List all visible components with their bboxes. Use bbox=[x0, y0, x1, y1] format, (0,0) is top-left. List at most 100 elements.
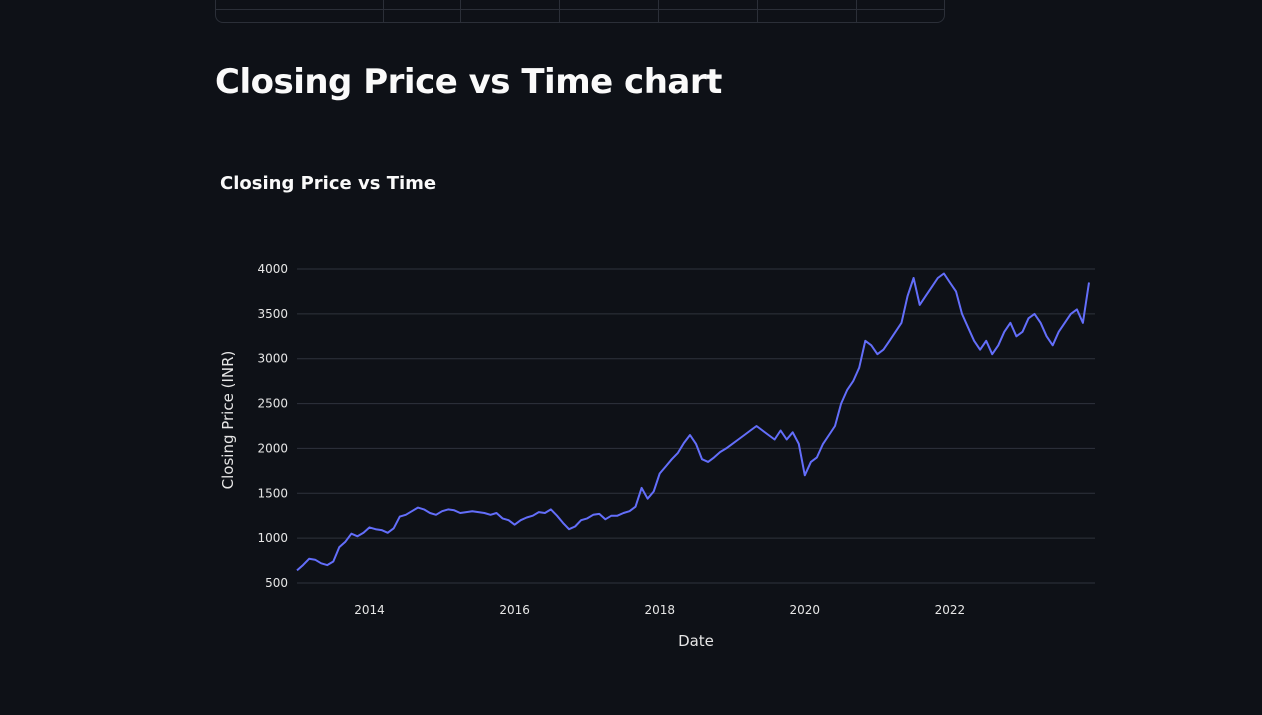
data-point[interactable] bbox=[640, 486, 644, 490]
data-point[interactable] bbox=[313, 558, 317, 562]
data-point[interactable] bbox=[984, 339, 988, 343]
data-point[interactable] bbox=[615, 514, 619, 518]
data-point[interactable] bbox=[531, 514, 535, 518]
data-point[interactable] bbox=[374, 527, 378, 531]
data-point[interactable] bbox=[918, 303, 922, 307]
data-point[interactable] bbox=[634, 505, 638, 509]
data-point[interactable] bbox=[368, 525, 372, 529]
data-point[interactable] bbox=[821, 442, 825, 446]
data-point[interactable] bbox=[724, 446, 728, 450]
data-point[interactable] bbox=[767, 433, 771, 437]
data-point[interactable] bbox=[900, 321, 904, 325]
data-point[interactable] bbox=[597, 512, 601, 516]
data-point[interactable] bbox=[301, 563, 305, 567]
data-point[interactable] bbox=[337, 545, 341, 549]
data-point[interactable] bbox=[440, 509, 444, 513]
data-point[interactable] bbox=[398, 515, 402, 519]
data-point[interactable] bbox=[446, 507, 450, 511]
data-point[interactable] bbox=[543, 511, 547, 515]
data-point[interactable] bbox=[742, 433, 746, 437]
data-point[interactable] bbox=[881, 348, 885, 352]
data-point[interactable] bbox=[936, 276, 940, 280]
data-point[interactable] bbox=[555, 514, 559, 518]
series-group[interactable] bbox=[295, 272, 1091, 573]
data-point[interactable] bbox=[930, 285, 934, 289]
data-point[interactable] bbox=[791, 430, 795, 434]
data-point[interactable] bbox=[1045, 334, 1049, 338]
data-point[interactable] bbox=[803, 473, 807, 477]
data-point[interactable] bbox=[1039, 321, 1043, 325]
data-point[interactable] bbox=[779, 429, 783, 433]
data-point[interactable] bbox=[773, 438, 777, 442]
data-point[interactable] bbox=[1014, 334, 1018, 338]
data-point[interactable] bbox=[839, 402, 843, 406]
data-point[interactable] bbox=[349, 532, 353, 536]
data-point[interactable] bbox=[748, 429, 752, 433]
data-point[interactable] bbox=[362, 531, 366, 535]
data-point[interactable] bbox=[948, 281, 952, 285]
data-point[interactable] bbox=[561, 521, 565, 525]
data-point[interactable] bbox=[501, 516, 505, 520]
data-point[interactable] bbox=[489, 513, 493, 517]
data-point[interactable] bbox=[676, 451, 680, 455]
data-point[interactable] bbox=[785, 438, 789, 442]
data-point[interactable] bbox=[996, 343, 1000, 347]
data-point[interactable] bbox=[712, 455, 716, 459]
data-point[interactable] bbox=[470, 509, 474, 513]
data-point[interactable] bbox=[519, 518, 523, 522]
data-point[interactable] bbox=[319, 561, 323, 565]
data-point[interactable] bbox=[694, 442, 698, 446]
data-point[interactable] bbox=[809, 460, 813, 464]
closing-price-line[interactable] bbox=[296, 272, 1090, 572]
data-point[interactable] bbox=[978, 348, 982, 352]
data-point[interactable] bbox=[652, 490, 656, 494]
data-point[interactable] bbox=[688, 433, 692, 437]
data-point[interactable] bbox=[990, 352, 994, 356]
data-point[interactable] bbox=[295, 568, 299, 572]
data-point[interactable] bbox=[1069, 312, 1073, 316]
data-point[interactable] bbox=[464, 510, 468, 514]
data-point[interactable] bbox=[603, 517, 607, 521]
data-point[interactable] bbox=[567, 527, 571, 531]
data-point[interactable] bbox=[609, 514, 613, 518]
data-point[interactable] bbox=[416, 506, 420, 510]
data-point[interactable] bbox=[573, 525, 577, 529]
data-point[interactable] bbox=[1087, 281, 1091, 285]
data-point[interactable] bbox=[1081, 321, 1085, 325]
data-point[interactable] bbox=[851, 379, 855, 383]
data-point[interactable] bbox=[797, 442, 801, 446]
data-point[interactable] bbox=[658, 472, 662, 476]
data-point[interactable] bbox=[815, 455, 819, 459]
data-point[interactable] bbox=[954, 289, 958, 293]
data-point[interactable] bbox=[894, 330, 898, 334]
data-point[interactable] bbox=[755, 424, 759, 428]
data-point[interactable] bbox=[718, 450, 722, 454]
data-point[interactable] bbox=[912, 276, 916, 280]
data-point[interactable] bbox=[700, 457, 704, 461]
data-point[interactable] bbox=[972, 339, 976, 343]
data-point[interactable] bbox=[906, 294, 910, 298]
data-point[interactable] bbox=[706, 460, 710, 464]
data-point[interactable] bbox=[307, 557, 311, 561]
data-point[interactable] bbox=[857, 366, 861, 370]
data-point[interactable] bbox=[942, 272, 946, 276]
data-point[interactable] bbox=[1033, 312, 1037, 316]
data-point[interactable] bbox=[1057, 330, 1061, 334]
data-point[interactable] bbox=[1008, 321, 1012, 325]
data-point[interactable] bbox=[1075, 307, 1079, 311]
data-point[interactable] bbox=[827, 433, 831, 437]
data-point[interactable] bbox=[761, 429, 765, 433]
data-point[interactable] bbox=[1051, 343, 1055, 347]
data-point[interactable] bbox=[537, 510, 541, 514]
data-point[interactable] bbox=[1021, 330, 1025, 334]
data-point[interactable] bbox=[525, 516, 529, 520]
data-point[interactable] bbox=[628, 509, 632, 513]
data-point[interactable] bbox=[664, 464, 668, 468]
data-point[interactable] bbox=[579, 518, 583, 522]
data-point[interactable] bbox=[622, 511, 626, 515]
data-point[interactable] bbox=[1002, 330, 1006, 334]
data-point[interactable] bbox=[591, 513, 595, 517]
data-point[interactable] bbox=[845, 388, 849, 392]
data-point[interactable] bbox=[458, 511, 462, 515]
